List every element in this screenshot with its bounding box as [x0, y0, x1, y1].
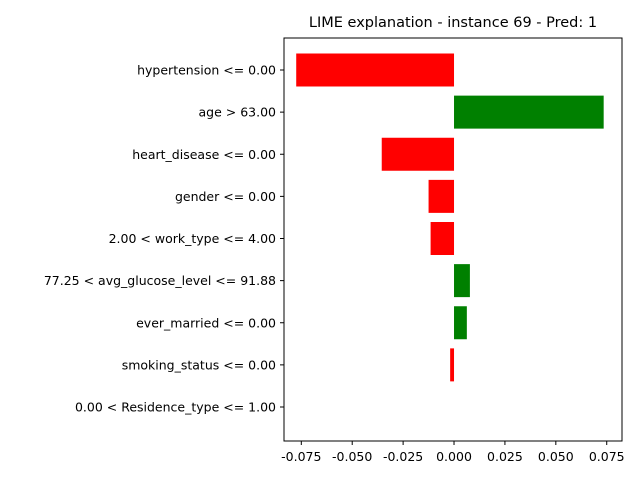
category-label: heart_disease <= 0.00 — [132, 147, 276, 162]
plot-frame — [283, 37, 623, 442]
bar-7 — [450, 348, 455, 382]
category-label: gender <= 0.00 — [175, 189, 276, 204]
category-label: age > 63.00 — [199, 105, 277, 120]
x-axis-ticks: -0.075 -0.050 -0.025 0.000 0.025 0.050 0.075 — [281, 441, 625, 464]
x-tick-label: 0.025 — [487, 449, 523, 464]
x-tick-label: -0.025 — [383, 449, 423, 464]
x-tick-label: 0.000 — [436, 449, 472, 464]
bar-4 — [430, 222, 455, 255]
x-tick-label: 0.050 — [538, 449, 574, 464]
category-label: 0.00 < Residence_type <= 1.00 — [75, 400, 276, 415]
category-label: smoking_status <= 0.00 — [122, 357, 276, 372]
bar-6 — [454, 306, 467, 340]
bar-1 — [454, 95, 604, 129]
chart-title: LIME explanation - instance 69 - Pred: 1 — [309, 15, 597, 31]
x-tick-label: -0.075 — [281, 449, 321, 464]
category-label: ever_married <= 0.00 — [136, 315, 276, 330]
x-tick-label: -0.050 — [332, 449, 372, 464]
bar-3 — [428, 179, 455, 213]
bar-5 — [454, 264, 470, 298]
bars-group — [296, 53, 604, 382]
category-label: hypertension <= 0.00 — [137, 63, 276, 78]
category-label: 2.00 < work_type <= 4.00 — [109, 231, 276, 246]
x-tick-label: 0.075 — [589, 449, 625, 464]
bar-0 — [296, 53, 455, 87]
bar-2 — [381, 137, 455, 171]
category-labels: hypertension <= 0.00 age > 63.00 heart_dis… — [44, 63, 284, 415]
category-label: 77.25 < avg_glucose_level <= 91.88 — [44, 273, 276, 288]
